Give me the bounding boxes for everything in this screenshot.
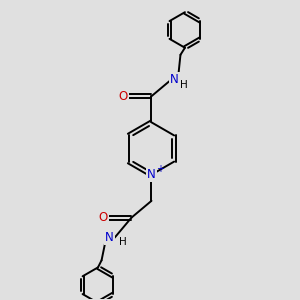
Text: N: N xyxy=(147,168,156,181)
Text: N: N xyxy=(105,231,114,244)
Text: O: O xyxy=(99,211,108,224)
Text: N: N xyxy=(170,73,179,86)
Text: O: O xyxy=(119,90,128,103)
Text: H: H xyxy=(180,80,188,90)
Text: +: + xyxy=(156,164,164,174)
Text: H: H xyxy=(119,237,127,247)
